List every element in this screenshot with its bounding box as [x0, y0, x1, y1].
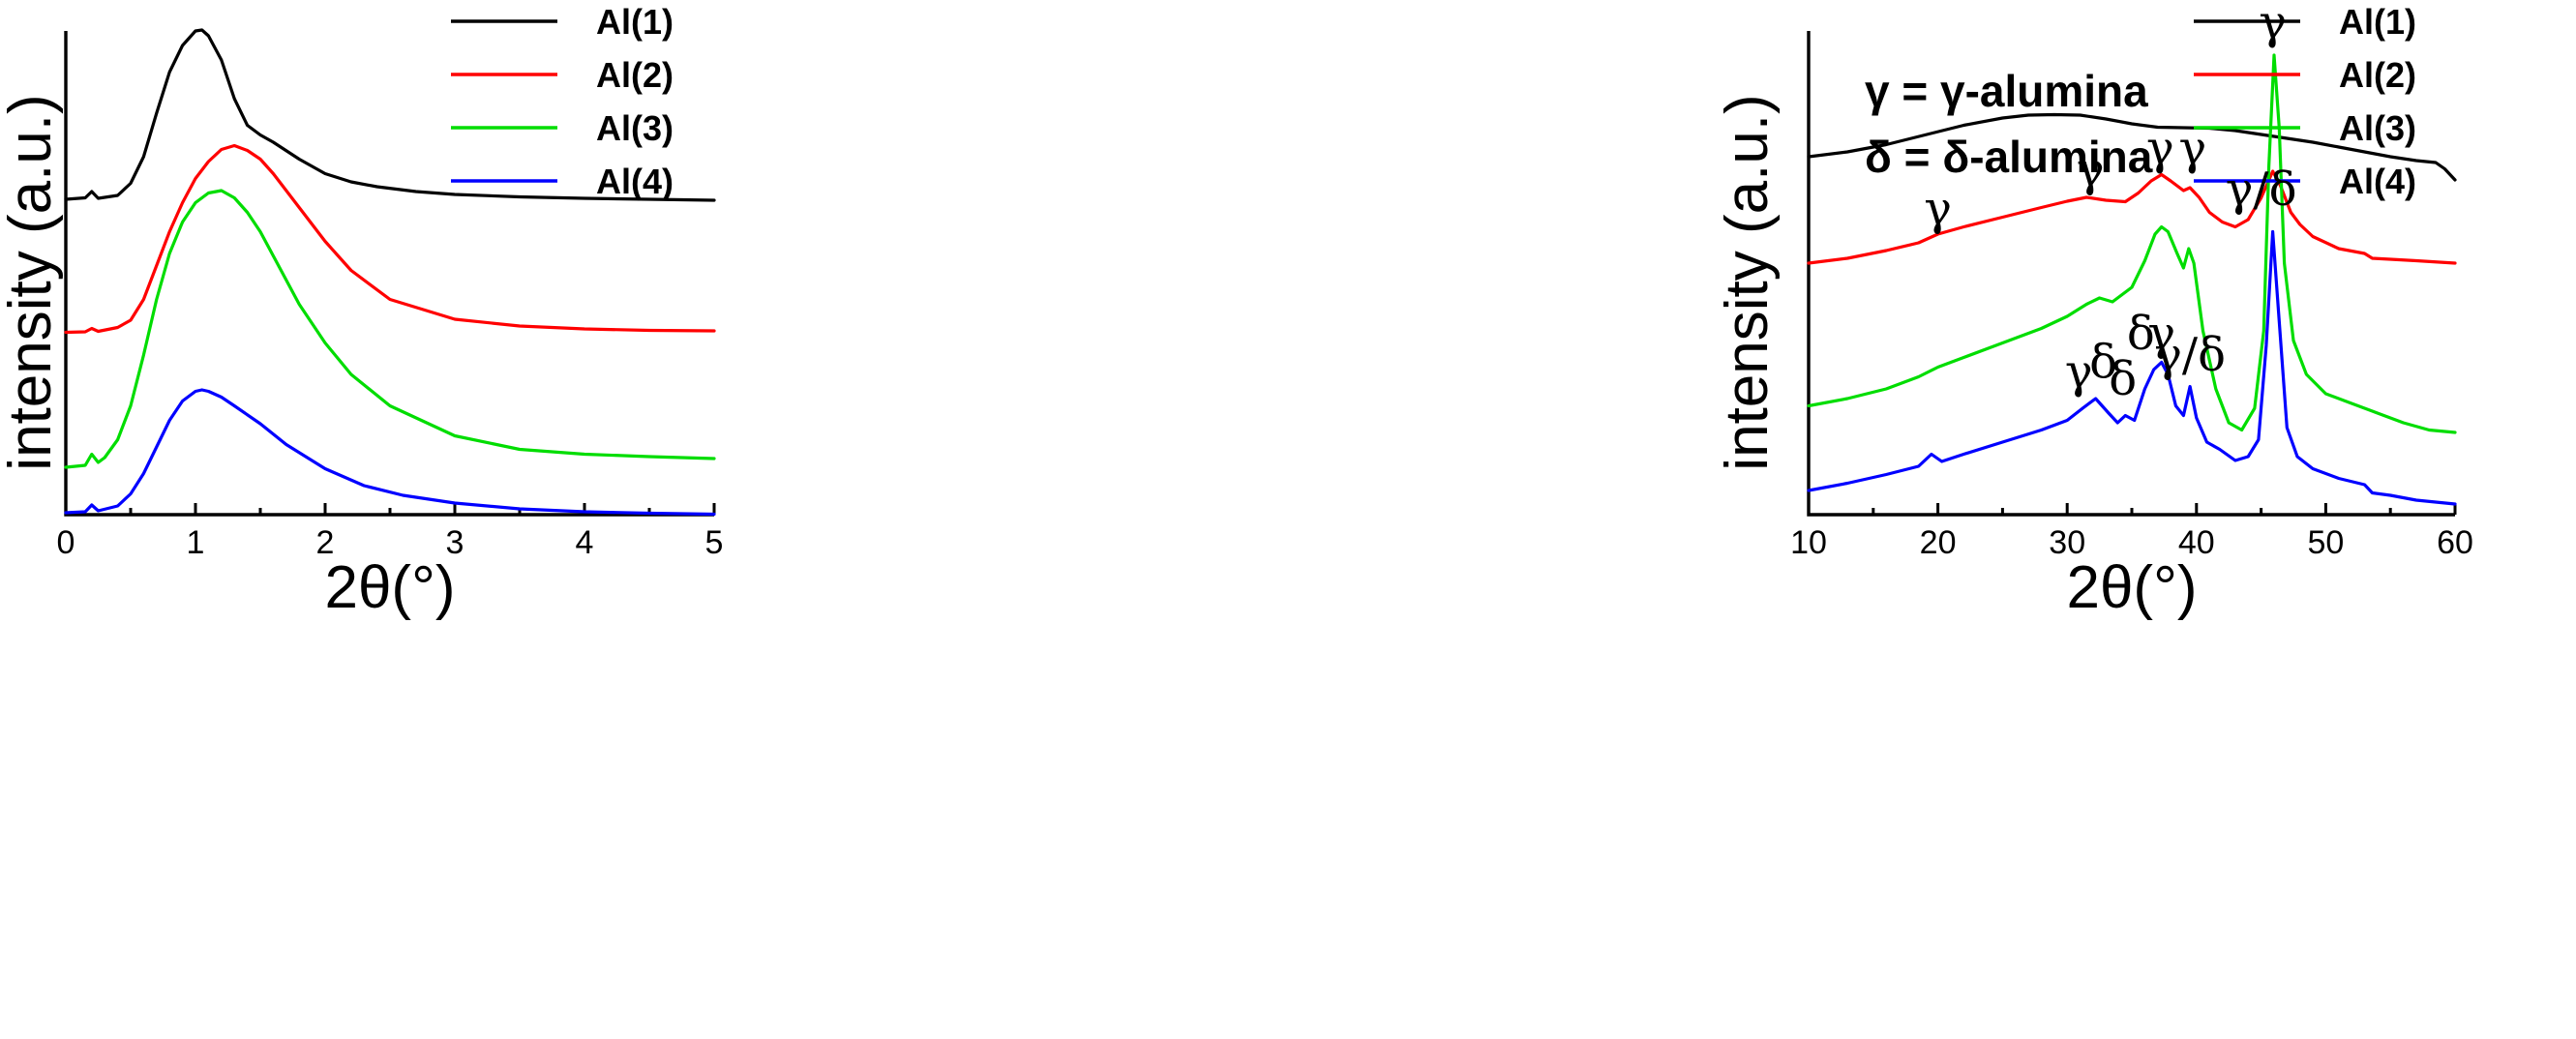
peak-label: γ/δ: [2226, 163, 2297, 217]
x-tick-label: 4: [576, 524, 594, 561]
legend-label-al-3: Al(3): [2339, 108, 2416, 148]
series-line-al-2: [1807, 169, 2457, 265]
x-tick-label: 20: [1920, 524, 1957, 561]
peak-label: γ: [2065, 345, 2093, 400]
legend-label-al-2: Al(2): [596, 55, 674, 95]
x-tick-label: 3: [446, 524, 464, 561]
x-tick-label: 2: [316, 524, 335, 561]
legend-label-al-4: Al(4): [596, 162, 674, 201]
phase-key-gamma: γ = γ-alumina: [1865, 66, 2148, 116]
peak-label: γ/δ: [2154, 328, 2226, 382]
legend-label-al-1: Al(1): [2339, 2, 2416, 42]
peak-label: γ: [1924, 182, 1952, 236]
peak-label: γ: [2077, 143, 2105, 197]
left-chart: 0 1 2 3 4 5 2θ(°) intensity (a.u.) Al(1) Al(2) Al(…: [0, 2, 724, 621]
y-axis-title: intensity (a.u.): [1714, 94, 1781, 470]
legend-label-al-2: Al(2): [2339, 55, 2416, 95]
x-tick-label: 10: [1790, 524, 1827, 561]
y-axis-title: intensity (a.u.): [0, 94, 64, 470]
x-axis-title: 2θ(°): [2066, 554, 2197, 621]
series-line-al-3: [64, 189, 716, 469]
series-line-al-4: [1807, 229, 2457, 506]
legend-label-al-4: Al(4): [2339, 162, 2416, 201]
x-tick-label: 1: [187, 524, 205, 561]
series-line-al-4: [64, 388, 716, 517]
x-tick-label: 30: [2049, 524, 2085, 561]
right-chart: 10 20 30 40 50 60 2θ(°) intensity (a.u.) Al(1) Al…: [1714, 0, 2473, 621]
peak-label: γ: [2259, 0, 2287, 50]
x-tick-label: 0: [57, 524, 75, 561]
series-line-al-1: [1807, 112, 2457, 182]
legend-label-al-1: Al(1): [596, 2, 674, 42]
peak-label: γ: [2146, 122, 2174, 176]
x-tick-label: 40: [2178, 524, 2215, 561]
x-tick-label: 60: [2437, 524, 2473, 561]
x-tick-label: 5: [705, 524, 724, 561]
series-line-al-2: [64, 143, 716, 335]
phase-key-delta: δ = δ-alumina: [1865, 132, 2153, 182]
x-axis-title: 2θ(°): [324, 554, 455, 621]
peak-label: δ: [2127, 307, 2155, 361]
legend-label-al-3: Al(3): [596, 108, 674, 148]
peak-label: γ: [2178, 122, 2206, 176]
peak-label: δ: [2109, 352, 2137, 406]
series-line-al-1: [64, 28, 716, 202]
series-line-al-3: [1807, 53, 2457, 434]
peak-label: δ: [2089, 336, 2117, 390]
x-tick-label: 50: [2307, 524, 2344, 561]
peak-label: γ: [2147, 307, 2175, 361]
